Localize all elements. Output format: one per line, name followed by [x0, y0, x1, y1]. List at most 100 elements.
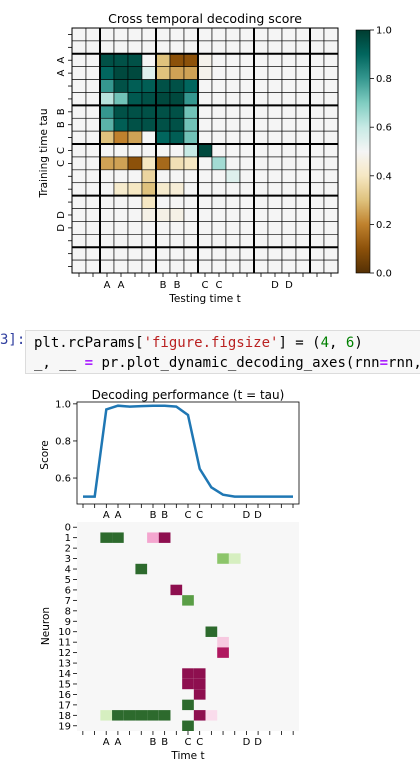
- line-chart-x-tick-label: D: [242, 510, 250, 521]
- heatmap-cell: [309, 195, 325, 209]
- heatmap-cell: [155, 92, 171, 106]
- code-token: ): [354, 335, 363, 351]
- heatmap-cell: [127, 195, 143, 209]
- heatmap-y-tick-label: D: [56, 224, 67, 232]
- heatmap-cell: [141, 169, 157, 184]
- heatmap-cell: [295, 130, 311, 145]
- heatmap-cell: [281, 259, 297, 274]
- heatmap-cell: [295, 246, 311, 261]
- heatmap-x-tick-label: C: [202, 280, 209, 291]
- heatmap-cell: [239, 92, 255, 106]
- line-chart-title: Decoding performance (t = tau): [92, 388, 285, 402]
- heatmap-cell: [99, 259, 115, 274]
- heatmap-cell: [323, 259, 339, 274]
- heatmap-cell: [267, 117, 283, 132]
- heatmap-cell: [197, 169, 213, 184]
- code-cell[interactable]: plt.rcParams['figure.figsize'] = (4, 6) …: [25, 330, 420, 374]
- heatmap-cell: [141, 182, 157, 196]
- heatmap-cell: [225, 246, 241, 261]
- heatmap-cell: [113, 259, 129, 274]
- heatmap-y-tick-label: A: [56, 70, 67, 77]
- neuron-activity-cell: [182, 699, 194, 711]
- heatmap-cell: [239, 27, 255, 42]
- heatmap-cell: [267, 169, 283, 184]
- heatmap-cell: [127, 143, 143, 158]
- heatmap-cell: [309, 221, 325, 235]
- heatmap-cell: [155, 143, 171, 158]
- heatmap-cell: [295, 234, 311, 248]
- heatmap-x-tick-label: C: [216, 280, 223, 291]
- heatmap-cell: [169, 92, 185, 106]
- heatmap-cell: [85, 169, 101, 184]
- neuron-y-tick-label: 10: [58, 627, 71, 638]
- heatmap-cell: [253, 40, 269, 55]
- heatmap-cell: [169, 221, 185, 235]
- heatmap-cell: [309, 79, 325, 93]
- heatmap-y-tick-label: D: [56, 211, 67, 219]
- heatmap-cell: [309, 259, 325, 274]
- heatmap-cell: [99, 221, 115, 235]
- heatmap-cell: [155, 195, 171, 209]
- heatmap-cell: [169, 40, 185, 55]
- heatmap-cell: [169, 117, 185, 132]
- line-chart-y-ticks: 1.0 0.8 0.6: [55, 399, 77, 485]
- colorbar-tick-label: 0.6: [376, 123, 392, 134]
- heatmap-cell: [281, 105, 297, 119]
- heatmap-cell: [127, 234, 143, 248]
- line-chart-x-tick-label: C: [185, 510, 192, 521]
- heatmap-cell: [113, 182, 129, 196]
- heatmap-cell: [183, 27, 199, 42]
- neuron-y-tick-label: 12: [58, 648, 71, 659]
- code-token: plt.rcParams[: [34, 335, 144, 351]
- heatmap-cell: [85, 221, 101, 235]
- heatmap-x-tick-label: B: [174, 280, 181, 291]
- heatmap-cell: [239, 130, 255, 145]
- neuron-activity-cell: [135, 563, 148, 575]
- neuron-y-tick-label: 18: [58, 711, 71, 722]
- neuron-y-tick-label: 9: [65, 617, 71, 628]
- neuron-activity-cell: [182, 668, 194, 679]
- heatmap-cell: [71, 259, 87, 274]
- heatmap-cell: [169, 195, 185, 209]
- heatmap-cell: [267, 40, 283, 55]
- heatmap-cell: [225, 79, 241, 93]
- heatmap-cell: [85, 182, 101, 196]
- neuron-x-tick-label: C: [196, 737, 203, 748]
- heatmap-cell: [155, 208, 171, 222]
- heatmap-cell: [113, 79, 129, 93]
- colorbar-tick-label: 0.2: [376, 220, 392, 231]
- heatmap-cell: [267, 130, 283, 145]
- heatmap-cell: [141, 53, 157, 67]
- heatmap-cell: [323, 195, 339, 209]
- heatmap-cell: [267, 195, 283, 209]
- heatmap-cell: [253, 182, 269, 196]
- heatmap-cell: [295, 27, 311, 42]
- heatmap-cell: [253, 105, 269, 119]
- heatmap-cell: [85, 27, 101, 42]
- heatmap-cell: [141, 130, 157, 145]
- neuron-activity-cell: [112, 710, 124, 721]
- heatmap-cell: [127, 182, 143, 196]
- code-operator: =: [379, 355, 389, 371]
- heatmap-cell: [253, 259, 269, 274]
- line-chart-y-tick-label: 1.0: [55, 399, 71, 410]
- heatmap-y-tick-label: B: [56, 121, 67, 128]
- neuron-y-tick-label: 6: [65, 585, 71, 596]
- heatmap-cell: [113, 92, 129, 106]
- heatmap-cell: [99, 92, 115, 106]
- heatmap-cell: [183, 182, 199, 196]
- heatmap-x-tick-label: B: [160, 280, 167, 291]
- heatmap-cell: [309, 169, 325, 184]
- heatmap-cell: [281, 246, 297, 261]
- heatmap-cell: [155, 53, 171, 67]
- heatmap-cell: [99, 208, 115, 222]
- heatmap-cell: [267, 92, 283, 106]
- heatmap-cell: [197, 182, 213, 196]
- heatmap-cell: [253, 169, 269, 184]
- neuron-activity-cell: [100, 532, 113, 543]
- heatmap-cell: [281, 195, 297, 209]
- heatmap-cell: [85, 92, 101, 106]
- heatmap-cell: [183, 221, 199, 235]
